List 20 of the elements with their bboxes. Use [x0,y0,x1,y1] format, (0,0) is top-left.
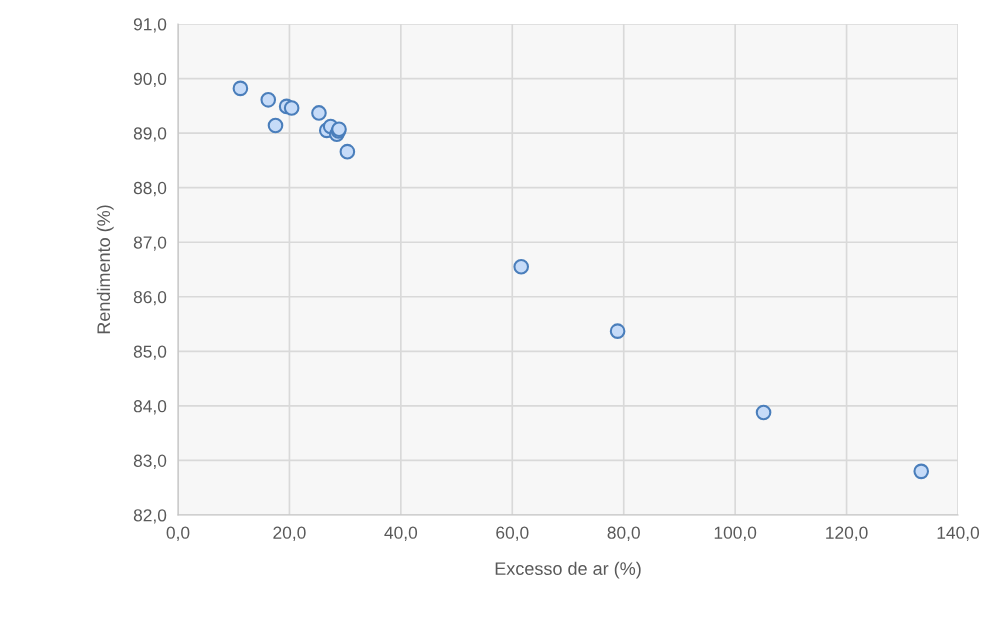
x-tick-label: 100,0 [714,526,757,541]
x-tick-label: 120,0 [826,526,868,541]
y-axis-title: Rendimento (%) [96,205,114,334]
x-tick-label: 20,0 [273,526,306,541]
x-tick-label: 140,0 [937,526,980,541]
x-tick-label: 40,0 [384,526,418,541]
y-tick-label: 83,0 [133,454,167,469]
x-tick-label: 0,0 [166,526,190,541]
y-tick-label: 91,0 [133,18,167,33]
x-axis-title: Excesso de ar (%) [495,561,641,579]
y-tick-label: 85,0 [133,345,167,360]
y-tick-label: 87,0 [133,236,167,251]
y-tick-label: 84,0 [133,400,167,415]
y-tick-label: 82,0 [133,509,167,524]
x-tick-label: 60,0 [496,526,529,541]
y-tick-label: 88,0 [133,181,167,197]
y-tick-label: 89,0 [133,127,167,142]
y-tick-label: 90,0 [133,72,167,88]
x-tick-label: 80,0 [607,526,640,541]
y-tick-label: 86,0 [133,290,167,306]
